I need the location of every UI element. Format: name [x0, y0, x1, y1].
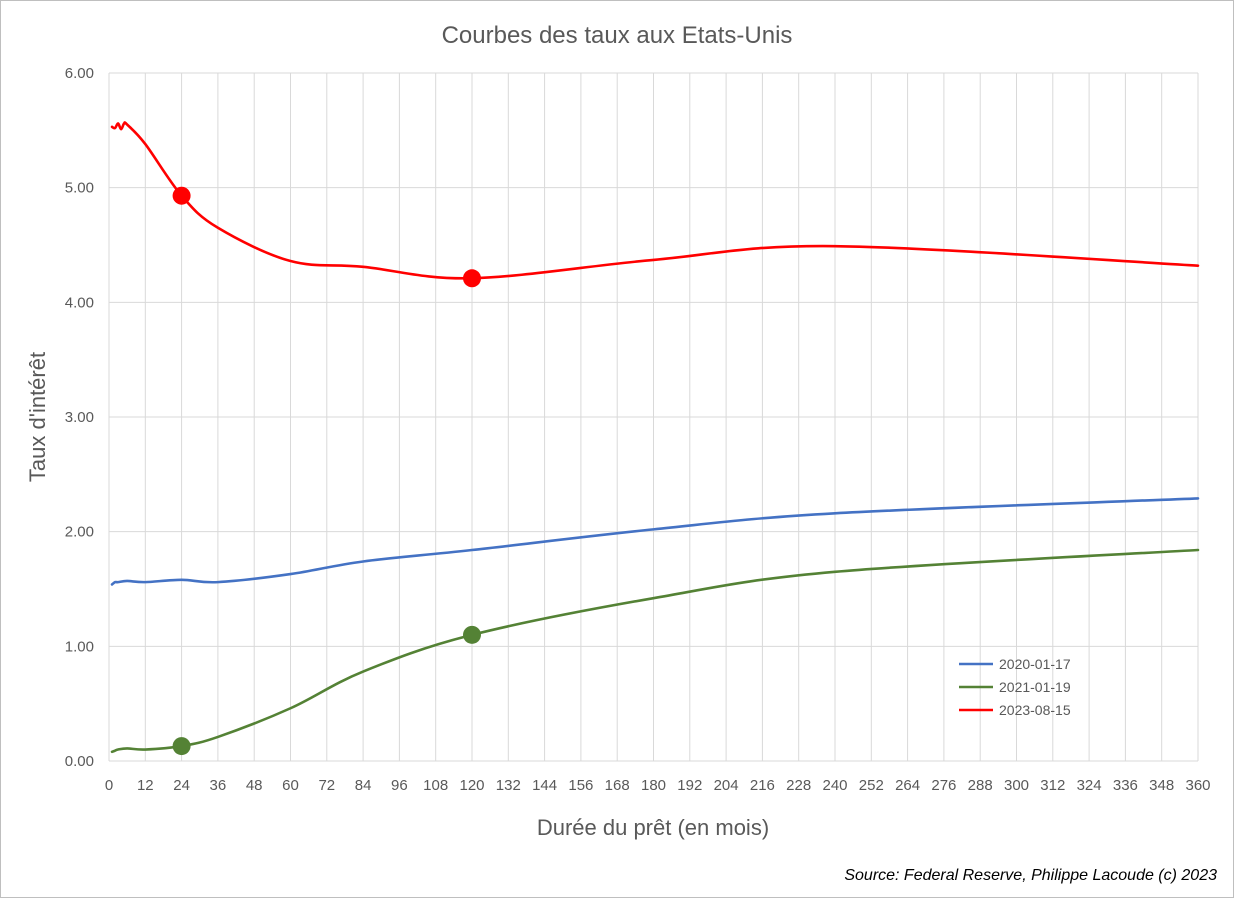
y-tick-label: 6.00	[65, 65, 94, 82]
legend-label: 2021-01-19	[999, 679, 1071, 695]
legend-label: 2023-08-15	[999, 702, 1071, 718]
x-tick-label: 192	[677, 777, 702, 794]
y-axis-label: Taux d'intérêt	[25, 352, 50, 482]
y-tick-label: 3.00	[65, 409, 94, 426]
marker-2023-08-15	[172, 186, 191, 205]
x-tick-label: 180	[641, 777, 666, 794]
x-tick-label: 96	[391, 777, 408, 794]
series-line-2023-08-15	[110, 121, 1200, 280]
x-tick-label: 312	[1040, 777, 1065, 794]
x-tick-label: 252	[859, 777, 884, 794]
y-axis-ticks: 0.00 1.00 2.00 3.00 4.00 5.00 6.00	[65, 65, 94, 770]
legend: 2020-01-17 2021-01-19 2023-08-15	[959, 656, 1071, 718]
x-tick-label: 300	[1004, 777, 1029, 794]
x-tick-label: 264	[895, 777, 920, 794]
x-tick-label: 240	[822, 777, 847, 794]
series-line-2021-01-19	[110, 548, 1200, 754]
x-tick-label: 228	[786, 777, 811, 794]
x-tick-label: 36	[210, 777, 227, 794]
y-tick-label: 2.00	[65, 524, 94, 541]
x-tick-label: 324	[1077, 777, 1102, 794]
marker-2021-01-19	[463, 625, 481, 644]
y-tick-label: 4.00	[65, 294, 94, 311]
x-tick-label: 84	[355, 777, 372, 794]
x-tick-label: 348	[1149, 777, 1174, 794]
x-tick-label: 360	[1185, 777, 1210, 794]
x-axis-ticks: 0 12 24 36 48 60 72 84 96 108 120 132 144 156 168 180 19…	[105, 777, 1211, 794]
x-tick-label: 276	[931, 777, 956, 794]
gridlines	[108, 72, 1199, 762]
x-tick-label: 0	[105, 777, 113, 794]
x-tick-label: 204	[714, 777, 739, 794]
x-tick-label: 336	[1113, 777, 1138, 794]
source-caption: Source: Federal Reserve, Philippe Lacoud…	[844, 867, 1217, 884]
x-tick-label: 156	[568, 777, 593, 794]
y-tick-label: 5.00	[65, 180, 94, 197]
x-tick-label: 108	[423, 777, 448, 794]
marker-2023-08-15	[463, 269, 481, 288]
x-tick-label: 132	[496, 777, 521, 794]
chart-title: Courbes des taux aux Etats-Unis	[442, 22, 793, 49]
y-tick-label: 1.00	[65, 638, 94, 655]
y-tick-label: 0.00	[65, 753, 94, 770]
x-axis-label: Durée du prêt (en mois)	[537, 815, 769, 840]
x-tick-label: 216	[750, 777, 775, 794]
series-line-2020-01-17	[110, 497, 1200, 586]
x-tick-label: 24	[173, 777, 190, 794]
x-tick-label: 72	[318, 777, 335, 794]
x-tick-label: 120	[459, 777, 484, 794]
x-tick-label: 12	[137, 777, 154, 794]
x-tick-label: 144	[532, 777, 557, 794]
x-tick-label: 168	[605, 777, 630, 794]
x-tick-label: 48	[246, 777, 263, 794]
x-tick-label: 60	[282, 777, 299, 794]
marker-2021-01-19	[172, 737, 191, 756]
series-markers	[172, 186, 481, 756]
series-lines	[110, 121, 1200, 754]
x-tick-label: 288	[968, 777, 993, 794]
legend-label: 2020-01-17	[999, 656, 1071, 672]
